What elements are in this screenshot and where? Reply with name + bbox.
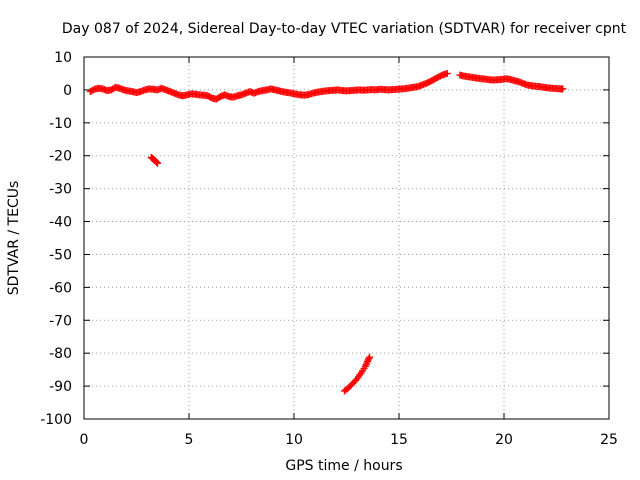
data-point (362, 361, 370, 369)
y-tick-label: -50 (49, 247, 72, 263)
data-point (352, 376, 360, 384)
y-tick-label: 10 (54, 50, 72, 66)
data-point (152, 158, 160, 166)
y-tick-label: -10 (49, 116, 72, 132)
grid-lines (84, 57, 609, 419)
y-tick-label: -60 (49, 280, 72, 296)
x-tick-label: 5 (185, 432, 194, 448)
y-tick-label: -20 (49, 149, 72, 165)
chart-title: Day 087 of 2024, Sidereal Day-to-day VTE… (62, 21, 627, 37)
y-tick-label: 0 (63, 83, 72, 99)
data-point (361, 362, 369, 370)
data-point (559, 85, 567, 93)
data-point (154, 159, 161, 167)
y-tick-label: -100 (40, 412, 72, 428)
y-tick-label: -40 (49, 215, 72, 231)
x-tick-label: 0 (80, 432, 89, 448)
data-point (153, 159, 161, 167)
x-tick-label: 15 (390, 432, 408, 448)
y-tick-label: -80 (49, 346, 72, 362)
x-axis-label: GPS time / hours (285, 458, 402, 474)
x-tick-label: 25 (600, 432, 618, 448)
data-point (366, 353, 374, 361)
y-tick-label: -90 (49, 379, 72, 395)
data-point (365, 355, 373, 363)
x-tick-label: 20 (495, 432, 513, 448)
data-point (443, 69, 451, 77)
y-tick-label: -70 (49, 313, 72, 329)
data-points (86, 69, 567, 395)
y-axis-label: SDTVAR / TECUs (6, 181, 22, 296)
x-tick-label: 10 (285, 432, 303, 448)
axis-ticks: 10 0 -10 -20 -30 -40 -50 -60 -70 -80 -90 -100 0 5 10 15… (40, 50, 618, 448)
plot-frame (83, 56, 610, 420)
y-tick-label: -30 (49, 182, 72, 198)
data-point (363, 359, 371, 367)
